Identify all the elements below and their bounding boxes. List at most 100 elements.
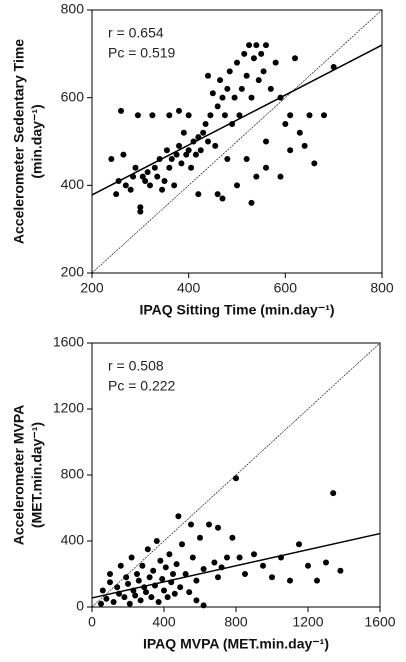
point [166,112,173,119]
regression-line [91,44,383,196]
point [128,554,135,561]
point [287,577,293,584]
point [296,541,302,548]
point [267,85,274,92]
identity-line [91,342,381,608]
point [134,112,141,119]
point [214,103,221,110]
point [215,574,221,581]
x-tick-label: 200 [80,280,104,296]
point [229,534,236,541]
point [164,594,171,601]
x-tick-label: 0 [88,614,96,630]
point [226,68,233,75]
point [253,173,260,180]
plot-frame [91,9,383,274]
point [137,597,144,604]
point [188,521,194,528]
point [224,85,231,92]
point [156,156,163,163]
point [323,559,329,566]
point [107,579,113,586]
point [162,564,169,571]
point [193,597,200,604]
point [189,554,196,561]
point [103,595,110,602]
y-tick-label: 600 [61,88,85,104]
identity-line [91,9,383,274]
y-tick-label: 800 [61,1,85,17]
point [233,475,239,482]
point [251,551,257,558]
point [163,147,170,154]
point [176,142,182,149]
point [241,50,248,57]
annotation: Pc = 0.519 [108,45,176,61]
point [197,534,203,541]
point [287,147,294,154]
point [207,112,214,119]
point [166,551,173,558]
point [182,571,189,577]
point [154,173,161,180]
point [190,138,197,145]
point [197,147,204,154]
point [125,580,131,587]
point [236,554,243,561]
point [248,199,255,206]
point [151,164,158,171]
x-axis-label: IPAQ MVPA (MET.min.day⁻¹) [143,636,329,652]
point [161,177,168,184]
point [321,112,327,119]
point [115,177,122,184]
point [217,77,224,84]
point [195,191,202,198]
y-tick-label: 400 [61,176,85,192]
point [224,156,231,163]
x-tick-label: 800 [224,614,248,630]
point [139,173,146,180]
point [134,571,140,577]
point [150,567,157,574]
y-axis-label: (MET.min.day⁻¹) [29,422,45,528]
point [263,164,269,171]
point [110,599,117,606]
y-tick-label: 1600 [53,334,84,350]
point [192,151,199,158]
point [170,571,176,577]
y-tick-label: 0 [76,598,84,614]
point [306,112,313,119]
annotation: r = 0.654 [108,25,164,41]
point [185,147,192,154]
point [287,112,294,119]
point [206,521,212,528]
point [137,208,144,215]
point [141,584,148,591]
point [224,554,230,561]
point [193,577,200,584]
point [161,587,167,594]
point [137,204,144,211]
point [229,120,236,127]
point [153,538,160,544]
point [272,59,279,66]
point [337,567,344,574]
point [118,107,124,114]
point [152,582,158,589]
point [253,42,260,49]
point [296,129,303,136]
point [168,156,175,163]
point [200,129,207,136]
point [282,120,289,127]
point [147,182,153,189]
y-axis-label: Accelerometer Sedentary Time [11,39,27,244]
y-tick-label: 800 [61,466,85,482]
point [144,169,151,176]
point [144,546,151,553]
x-tick-label: 600 [274,280,298,296]
point [278,554,284,561]
point [173,151,180,158]
point [195,134,202,141]
point [139,562,146,569]
